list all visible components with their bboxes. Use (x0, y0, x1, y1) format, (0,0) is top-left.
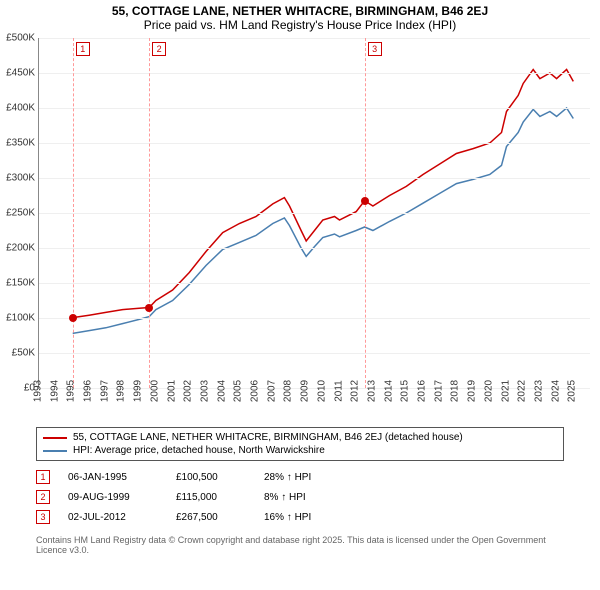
y-gridline (39, 178, 590, 179)
x-axis-label: 1993 (33, 380, 44, 402)
legend-swatch-a (43, 437, 67, 439)
sales-row: 2 09-AUG-1999 £115,000 8% ↑ HPI (36, 487, 564, 507)
sale-delta: 8% ↑ HPI (264, 492, 306, 503)
chart-titles: 55, COTTAGE LANE, NETHER WHITACRE, BIRMI… (0, 0, 600, 32)
title-line-2: Price paid vs. HM Land Registry's House … (0, 18, 600, 32)
x-axis-label: 2002 (183, 380, 194, 402)
x-axis-label: 2000 (149, 380, 160, 402)
sale-marker-cell: 2 (36, 490, 50, 504)
attribution-text: Contains HM Land Registry data © Crown c… (36, 535, 564, 555)
sale-dot (145, 304, 153, 312)
y-gridline (39, 143, 590, 144)
y-axis-label: £200K (6, 243, 39, 254)
x-axis-label: 2021 (500, 380, 511, 402)
legend-label-a: 55, COTTAGE LANE, NETHER WHITACRE, BIRMI… (73, 432, 463, 443)
series-a-line (73, 70, 574, 318)
y-gridline (39, 73, 590, 74)
plot-area: £0£50K£100K£150K£200K£250K£300K£350K£400… (38, 38, 590, 389)
y-axis-label: £400K (6, 103, 39, 114)
legend: 55, COTTAGE LANE, NETHER WHITACRE, BIRMI… (36, 427, 564, 461)
sale-date: 06-JAN-1995 (68, 472, 158, 483)
y-gridline (39, 248, 590, 249)
x-axis-label: 1997 (99, 380, 110, 402)
x-axis-label: 2015 (400, 380, 411, 402)
x-axis-label: 2011 (333, 380, 344, 402)
y-axis-label: £250K (6, 208, 39, 219)
legend-label-b: HPI: Average price, detached house, Nort… (73, 445, 325, 456)
x-axis-label: 2004 (216, 380, 227, 402)
x-axis-label: 2006 (250, 380, 261, 402)
y-axis-label: £350K (6, 138, 39, 149)
x-axis-label: 1996 (83, 380, 94, 402)
y-gridline (39, 38, 590, 39)
x-axis-labels: 1993199419951996199719981999200020012002… (38, 389, 590, 423)
legend-item-b: HPI: Average price, detached house, Nort… (43, 444, 557, 457)
x-axis-label: 2025 (567, 380, 578, 402)
x-axis-label: 2023 (533, 380, 544, 402)
x-axis-label: 2017 (433, 380, 444, 402)
y-gridline (39, 318, 590, 319)
y-axis-label: £500K (6, 33, 39, 44)
sale-vertical-line (149, 38, 150, 388)
title-line-1: 55, COTTAGE LANE, NETHER WHITACRE, BIRMI… (0, 4, 600, 18)
x-axis-label: 2013 (366, 380, 377, 402)
sale-marker: 1 (76, 42, 90, 56)
sale-date: 02-JUL-2012 (68, 512, 158, 523)
x-axis-label: 2010 (316, 380, 327, 402)
sale-vertical-line (365, 38, 366, 388)
sale-vertical-line (73, 38, 74, 388)
sales-row: 3 02-JUL-2012 £267,500 16% ↑ HPI (36, 507, 564, 527)
y-axis-label: £300K (6, 173, 39, 184)
y-axis-label: £450K (6, 68, 39, 79)
sale-price: £100,500 (176, 472, 246, 483)
x-axis-label: 1994 (49, 380, 60, 402)
sales-row: 1 06-JAN-1995 £100,500 28% ↑ HPI (36, 467, 564, 487)
sale-marker: 2 (152, 42, 166, 56)
x-axis-label: 2022 (517, 380, 528, 402)
y-axis-label: £50K (12, 348, 39, 359)
sale-marker: 3 (368, 42, 382, 56)
sale-delta: 16% ↑ HPI (264, 512, 311, 523)
sale-price: £267,500 (176, 512, 246, 523)
x-axis-label: 2009 (300, 380, 311, 402)
x-axis-label: 2016 (417, 380, 428, 402)
x-axis-label: 2001 (166, 380, 177, 402)
legend-item-a: 55, COTTAGE LANE, NETHER WHITACRE, BIRMI… (43, 431, 557, 444)
x-axis-label: 2007 (266, 380, 277, 402)
x-axis-label: 2008 (283, 380, 294, 402)
y-axis-label: £150K (6, 278, 39, 289)
y-gridline (39, 283, 590, 284)
x-axis-label: 2014 (383, 380, 394, 402)
x-axis-label: 2020 (483, 380, 494, 402)
x-axis-label: 2024 (550, 380, 561, 402)
sale-date: 09-AUG-1999 (68, 492, 158, 503)
x-axis-label: 2003 (199, 380, 210, 402)
y-gridline (39, 353, 590, 354)
x-axis-label: 2019 (467, 380, 478, 402)
y-axis-label: £100K (6, 313, 39, 324)
legend-swatch-b (43, 450, 67, 452)
sales-table: 1 06-JAN-1995 £100,500 28% ↑ HPI 2 09-AUG-199… (36, 467, 564, 527)
x-axis-label: 1999 (133, 380, 144, 402)
y-gridline (39, 108, 590, 109)
sale-delta: 28% ↑ HPI (264, 472, 311, 483)
sale-price: £115,000 (176, 492, 246, 503)
sale-dot (361, 197, 369, 205)
y-gridline (39, 213, 590, 214)
sale-marker-cell: 3 (36, 510, 50, 524)
sale-dot (69, 314, 77, 322)
x-axis-label: 2005 (233, 380, 244, 402)
x-axis-label: 1998 (116, 380, 127, 402)
x-axis-label: 2018 (450, 380, 461, 402)
x-axis-label: 1995 (66, 380, 77, 402)
sale-marker-cell: 1 (36, 470, 50, 484)
x-axis-label: 2012 (350, 380, 361, 402)
